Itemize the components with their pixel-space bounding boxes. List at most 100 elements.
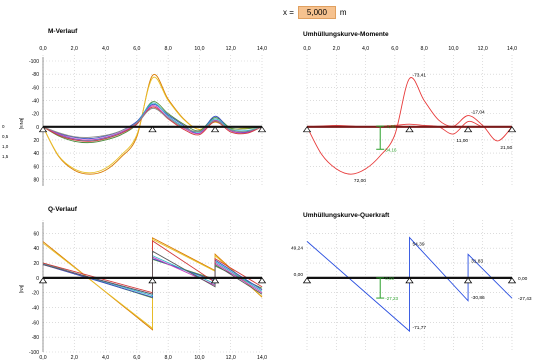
q_verlauf-x-tick: 10,0 (194, 355, 204, 360)
umh_querkraft-annotation: -27,43 (518, 296, 532, 302)
m_verlauf-title: M-Verlauf (48, 28, 78, 35)
umh_querkraft-support (507, 277, 517, 284)
q_verlauf-x-tick: 0,0 (39, 355, 46, 360)
q_verlauf-y-tick: -40 (32, 306, 39, 312)
umh_querkraft-annotation: 31,83 (471, 258, 483, 264)
m_verlauf-y-tick: -60 (32, 85, 39, 91)
umh_momente-annotation: 72,00 (354, 178, 366, 184)
q_verlauf-support (257, 277, 267, 284)
m_verlauf-support (38, 126, 48, 133)
m_verlauf-x-tick: 10,0 (194, 46, 204, 52)
umh_momente-annotation: -17,04 (471, 110, 485, 116)
m_verlauf-y-tick: -20 (32, 112, 39, 118)
q_verlauf-y-tick: 20 (33, 261, 39, 267)
umh_momente-x-tick: 4,0 (362, 46, 369, 52)
m_verlauf-side-label: 0 (2, 124, 5, 129)
q_verlauf-support (148, 277, 157, 284)
umh_querkraft-support (405, 277, 414, 284)
m_verlauf-series-0 (42, 73, 263, 175)
m_verlauf-ylabel: [kNm] (19, 118, 24, 130)
umh_querkraft-annotation: 54,39 (413, 242, 425, 248)
m_verlauf-y-tick: -80 (32, 72, 39, 78)
q_verlauf-title: Q-Verlauf (48, 206, 78, 213)
x-position-input[interactable] (297, 5, 336, 19)
m_verlauf-y-tick: 20 (33, 138, 39, 144)
umh_momente-annotation: -73,41 (413, 72, 427, 78)
m_verlauf-y-tick: -100 (29, 59, 39, 65)
x-position-control: x = m (283, 4, 347, 20)
m_verlauf-x-tick: 0,0 (39, 46, 46, 52)
umh_momente-title: Umhüllungskurve-Momente (303, 31, 389, 38)
m_verlauf-support (210, 126, 220, 133)
umh_momente-cursor-value: -1,00 (385, 124, 396, 129)
q_verlauf-ylabel: [kN] (19, 285, 24, 293)
umh_momente-support (302, 126, 312, 133)
q_verlauf-y-tick: -20 (32, 291, 39, 297)
m_verlauf-support (257, 126, 267, 133)
umh_querkraft-support (302, 277, 312, 284)
umh_querkraft-cursor-value: 0,00 (385, 276, 394, 281)
q_verlauf-x-tick: 2,0 (71, 355, 78, 360)
m_verlauf-y-tick: 60 (33, 164, 39, 170)
m_verlauf-support (148, 126, 157, 133)
m_verlauf-y-tick: 0 (36, 125, 39, 131)
umh_momente-x-tick: 0,0 (303, 46, 310, 52)
m_verlauf-y-tick: 40 (33, 151, 39, 157)
m_verlauf-x-tick: 4,0 (102, 46, 109, 52)
m_verlauf-series-1 (42, 76, 263, 174)
umh_querkraft-series-0 (306, 236, 513, 333)
m_verlauf-side-label: 1,5 (2, 154, 9, 159)
q_verlauf-y-tick: -80 (32, 335, 39, 341)
m_verlauf-side-label: 1,0 (2, 144, 9, 149)
q_verlauf-series-6 (42, 239, 263, 294)
m_verlauf-y-tick: -40 (32, 98, 39, 104)
m_verlauf-x-tick: 6,0 (133, 46, 140, 52)
m_verlauf-series-6 (42, 106, 263, 142)
q_verlauf-series-0 (42, 237, 263, 331)
q_verlauf-x-tick: 12,0 (226, 355, 236, 360)
umh_momente-x-tick: 10,0 (448, 46, 458, 52)
m_verlauf-x-tick: 12,0 (226, 46, 236, 52)
q_verlauf-support (38, 277, 48, 284)
q_verlauf-series-4 (42, 254, 263, 297)
q_verlauf-y-tick: 60 (33, 231, 39, 237)
m_verlauf-series-5 (42, 105, 263, 141)
umh_momente-support (507, 126, 517, 133)
umh_querkraft-annotation: -30,86 (471, 295, 485, 301)
x-unit: m (339, 7, 347, 17)
m_verlauf-x-tick: 2,0 (71, 46, 78, 52)
q_verlauf-support (210, 277, 220, 284)
q_verlauf-x-tick: 6,0 (133, 355, 140, 360)
umh_momente-x-tick: 6,0 (391, 46, 398, 52)
umh_momente-x-tick: 14,0 (507, 46, 517, 52)
umh_momente-support (405, 126, 414, 133)
m_verlauf-x-tick: 14,0 (257, 46, 267, 52)
q_verlauf-x-tick: 4,0 (102, 355, 109, 360)
umh_momente-x-tick: 12,0 (478, 46, 488, 52)
m_verlauf-series-7 (42, 107, 263, 138)
umh_querkraft-annotation: 0,00 (518, 276, 528, 282)
x-label: x = (283, 7, 294, 17)
m_verlauf-side-label: 0,5 (2, 134, 9, 139)
q_verlauf-y-tick: -60 (32, 320, 39, 326)
q_verlauf-x-tick: 14,0 (257, 355, 267, 360)
m_verlauf-y-tick: 80 (33, 177, 39, 183)
umh_momente-x-tick: 8,0 (421, 46, 428, 52)
umh_querkraft-support (463, 277, 473, 284)
umh_querkraft-annotation: 49,24 (291, 245, 303, 251)
q_verlauf-series-7 (42, 250, 263, 295)
q_verlauf-y-tick: 0 (36, 276, 39, 282)
m_verlauf-series-2 (42, 101, 263, 144)
umh_momente-series-1 (306, 120, 512, 135)
umh_querkraft-annotation: -71,77 (413, 325, 427, 331)
q_verlauf-y-tick: 40 (33, 246, 39, 252)
umh_momente-annotation: 11,00 (456, 138, 468, 144)
umh_momente-annotation: 21,50 (500, 145, 512, 151)
umh_querkraft-annotation: 0,00 (294, 272, 304, 278)
q_verlauf-series-1 (42, 238, 263, 330)
umh_momente-support (463, 126, 473, 133)
umh_momente-x-tick: 2,0 (333, 46, 340, 52)
q_verlauf-x-tick: 8,0 (165, 355, 172, 360)
umh_momente-cursor-value: 34,16 (385, 147, 397, 152)
